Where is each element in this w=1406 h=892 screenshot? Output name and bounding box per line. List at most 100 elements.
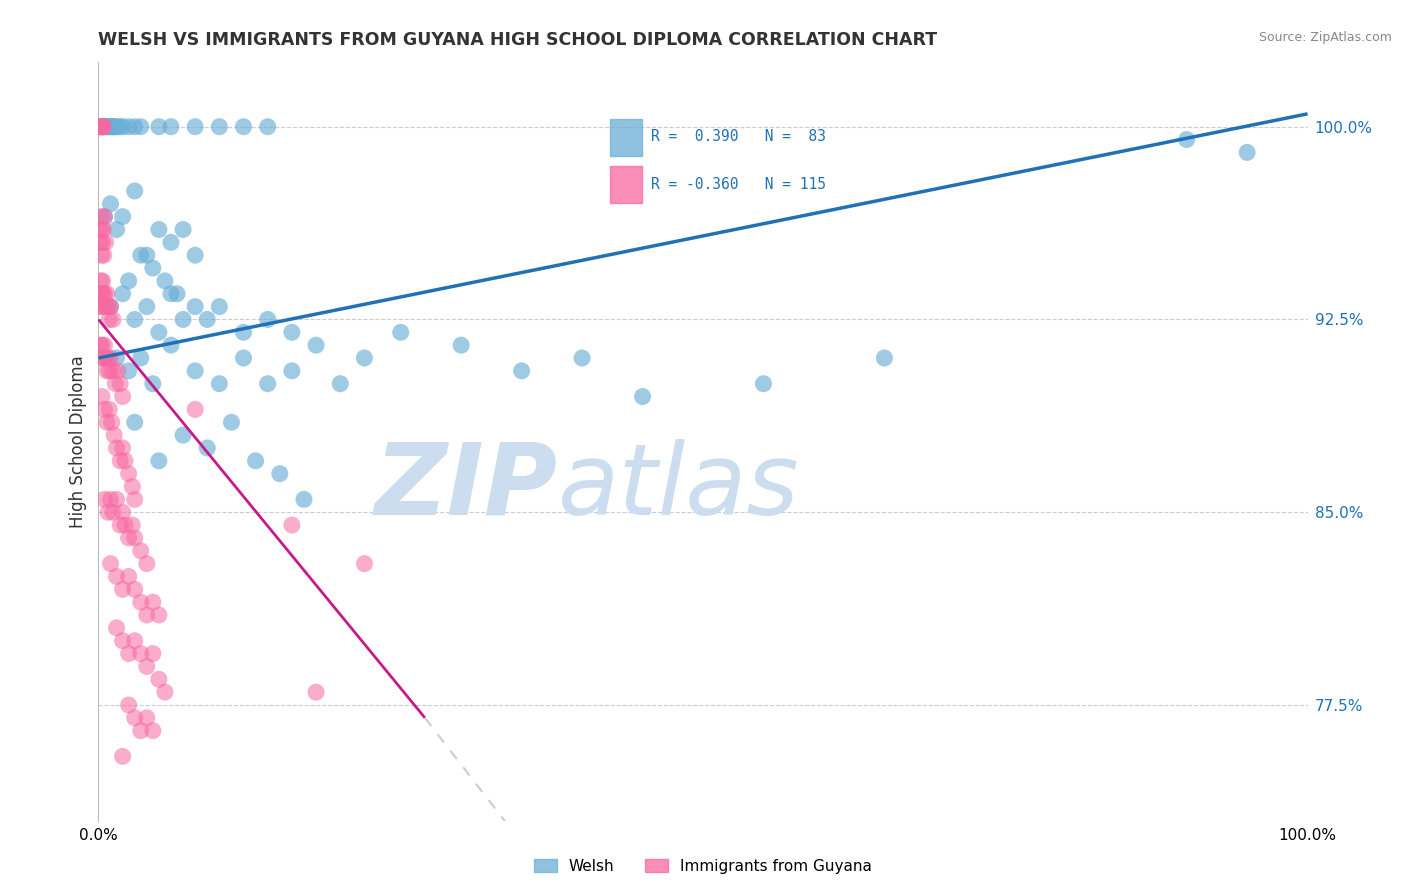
Point xyxy=(118,569,141,583)
Point xyxy=(89,120,111,134)
Point xyxy=(111,749,134,764)
Point xyxy=(124,711,146,725)
Point xyxy=(91,222,114,236)
Point xyxy=(90,210,112,224)
Point xyxy=(93,120,115,134)
Point xyxy=(111,120,134,134)
Point xyxy=(124,633,146,648)
Point xyxy=(172,428,194,442)
Point xyxy=(93,300,115,314)
Point xyxy=(129,248,152,262)
Point xyxy=(118,531,141,545)
Point xyxy=(89,235,111,250)
Point xyxy=(111,633,134,648)
Point xyxy=(135,607,157,622)
Point xyxy=(510,364,533,378)
Point xyxy=(90,120,112,134)
Point xyxy=(153,685,176,699)
Y-axis label: High School Diploma: High School Diploma xyxy=(69,355,87,528)
Point xyxy=(93,492,115,507)
Point xyxy=(101,312,124,326)
Point xyxy=(104,120,127,134)
Point xyxy=(91,286,114,301)
Point xyxy=(90,248,112,262)
Point xyxy=(129,647,152,661)
Point xyxy=(91,390,114,404)
Point xyxy=(93,210,115,224)
Point xyxy=(96,120,118,134)
Point xyxy=(100,120,122,134)
Point xyxy=(329,376,352,391)
Point xyxy=(450,338,472,352)
Point xyxy=(148,326,170,340)
Point xyxy=(631,390,654,404)
Point xyxy=(98,364,121,378)
Point xyxy=(160,286,183,301)
Point xyxy=(100,196,122,211)
Point xyxy=(184,300,207,314)
Point xyxy=(118,274,141,288)
Point xyxy=(752,376,775,391)
Text: atlas: atlas xyxy=(558,439,800,535)
Point xyxy=(101,505,124,519)
Point xyxy=(135,300,157,314)
Point xyxy=(98,312,121,326)
Point xyxy=(114,454,136,468)
Point xyxy=(129,351,152,365)
Point xyxy=(353,351,375,365)
Point xyxy=(124,120,146,134)
Point xyxy=(129,543,152,558)
Point xyxy=(111,582,134,597)
Point xyxy=(195,441,218,455)
Point xyxy=(100,300,122,314)
Point xyxy=(142,595,165,609)
Point xyxy=(89,338,111,352)
Point xyxy=(91,300,114,314)
Point xyxy=(292,492,315,507)
Point xyxy=(121,518,143,533)
Point xyxy=(135,711,157,725)
Point xyxy=(100,415,122,429)
Point xyxy=(184,402,207,417)
Point xyxy=(105,351,128,365)
Point xyxy=(103,120,125,134)
Point xyxy=(172,222,194,236)
Point xyxy=(91,120,114,134)
Point xyxy=(89,120,111,134)
Point xyxy=(101,364,124,378)
Point xyxy=(97,351,120,365)
Point xyxy=(96,286,118,301)
Point xyxy=(124,184,146,198)
Point xyxy=(1175,132,1198,146)
Point xyxy=(135,659,157,673)
Point xyxy=(184,248,207,262)
Point xyxy=(104,376,127,391)
Point xyxy=(142,376,165,391)
Point xyxy=(269,467,291,481)
Point xyxy=(90,274,112,288)
Point xyxy=(160,338,183,352)
Point xyxy=(142,647,165,661)
Point xyxy=(121,479,143,493)
Point xyxy=(108,454,131,468)
Point xyxy=(91,120,114,134)
Point xyxy=(305,338,328,352)
Point xyxy=(100,300,122,314)
Point xyxy=(172,312,194,326)
Point xyxy=(124,531,146,545)
Point xyxy=(96,364,118,378)
Point xyxy=(142,261,165,276)
Point xyxy=(90,120,112,134)
Point xyxy=(256,120,278,134)
Point xyxy=(89,286,111,301)
Point xyxy=(281,518,304,533)
Point xyxy=(105,222,128,236)
Point xyxy=(100,557,122,571)
Point xyxy=(105,492,128,507)
Point xyxy=(245,454,267,468)
Point xyxy=(118,698,141,712)
Point xyxy=(124,312,146,326)
Point xyxy=(100,351,122,365)
Point xyxy=(105,621,128,635)
Point xyxy=(232,120,254,134)
